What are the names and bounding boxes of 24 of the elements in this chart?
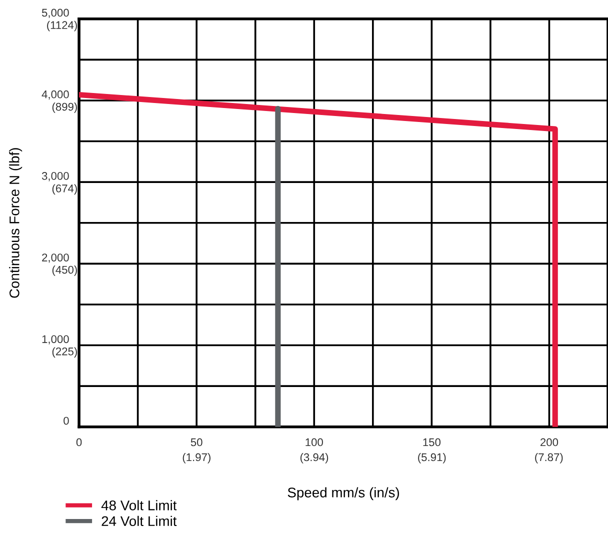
y2-tick-label: (450) bbox=[52, 266, 77, 276]
x-tick-label: 150 bbox=[423, 438, 441, 446]
y-tick-label: 0 bbox=[64, 416, 69, 425]
x-axis-title: Speed mm/s (in/s) bbox=[288, 487, 400, 500]
x-tick-label: 100 bbox=[306, 438, 323, 446]
legend-label: 24 Volt Limit bbox=[102, 516, 177, 526]
x-tick-label: 50 bbox=[190, 438, 202, 446]
x-tick-label: 200 bbox=[540, 438, 558, 446]
x-tick-label: 0 bbox=[76, 438, 82, 446]
y-tick-label: 3,000 bbox=[42, 172, 69, 182]
y-tick-label: 1,000 bbox=[42, 335, 69, 344]
y-tick-label: 4,000 bbox=[42, 90, 69, 100]
y-tick-label: 2,000 bbox=[42, 254, 69, 263]
legend-label: 48 Volt Limit bbox=[101, 500, 177, 510]
x2-tick-label: (7.87) bbox=[535, 453, 563, 464]
x2-tick-label: (1.97) bbox=[182, 453, 210, 464]
y-axis-title: Continuous Force N (lbf) bbox=[9, 148, 22, 298]
y2-tick-label: (674) bbox=[52, 184, 77, 195]
x2-tick-label: (5.91) bbox=[418, 453, 446, 464]
x2-tick-label: (3.94) bbox=[300, 453, 328, 464]
y-tick-label: 5,000 bbox=[42, 8, 69, 18]
y2-tick-label: (225) bbox=[52, 347, 77, 358]
y2-tick-label: (899) bbox=[52, 102, 77, 113]
y2-tick-label: (1124) bbox=[47, 20, 77, 32]
